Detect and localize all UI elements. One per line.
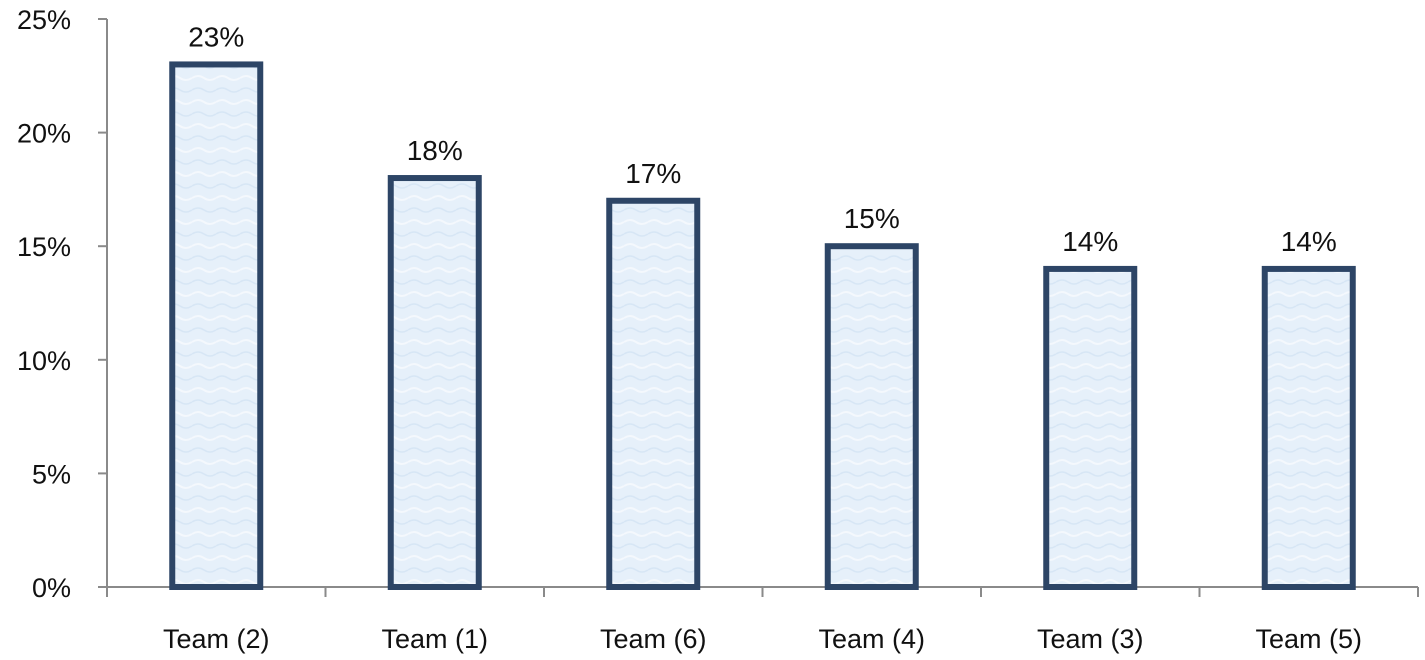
- bar: [1261, 265, 1356, 590]
- data-labels: 23% 18% 17% 15% 14% 14%: [188, 21, 1337, 256]
- data-label: 14%: [1281, 226, 1337, 257]
- data-label: 18%: [407, 135, 463, 166]
- y-axis: 0% 5% 10% 15% 20% 25%: [17, 5, 108, 603]
- bar: [824, 243, 919, 590]
- x-axis: Team (2) Team (1) Team (6) Team (4) Team (3)…: [106, 586, 1419, 654]
- y-tick-label: 25%: [17, 5, 71, 35]
- x-tick-label: Team (2): [163, 624, 270, 654]
- data-label: 14%: [1062, 226, 1118, 257]
- data-label: 17%: [625, 158, 681, 189]
- bar: [606, 197, 701, 590]
- x-tick-label: Team (6): [600, 624, 707, 654]
- bar: [387, 175, 482, 590]
- bar: [1043, 265, 1138, 590]
- x-tick-label: Team (3): [1037, 624, 1144, 654]
- data-label: 23%: [188, 21, 244, 52]
- data-label: 15%: [844, 203, 900, 234]
- y-tick-label: 20%: [17, 119, 71, 149]
- x-tick-label: Team (5): [1255, 624, 1362, 654]
- bar: [169, 61, 264, 590]
- x-tick-label: Team (1): [381, 624, 488, 654]
- y-tick-label: 10%: [17, 346, 71, 376]
- y-tick-label: 15%: [17, 232, 71, 262]
- y-tick-label: 5%: [32, 459, 71, 489]
- y-tick-label: 0%: [32, 573, 71, 603]
- bars: [169, 61, 1356, 590]
- x-tick-label: Team (4): [818, 624, 925, 654]
